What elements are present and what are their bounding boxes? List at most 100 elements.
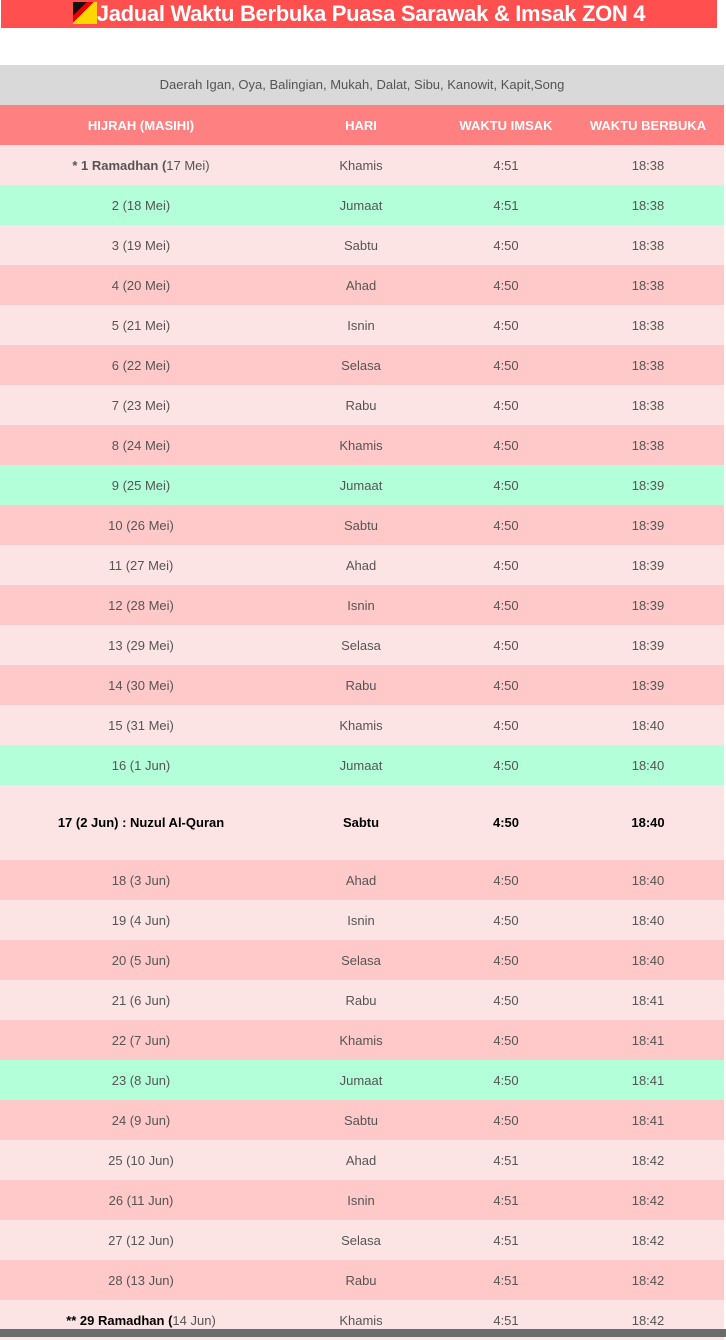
table-row: 17 (2 Jun) : Nuzul Al-Quran Sabtu 4:50 18:4… bbox=[0, 785, 724, 860]
hijrah-cell: 12 (28 Mei) bbox=[0, 585, 282, 625]
table-row: 14 (30 Mei) Rabu 4:50 18:39 bbox=[0, 665, 724, 705]
berbuka-cell: 18:40 bbox=[572, 705, 724, 745]
imsak-cell: 4:50 bbox=[440, 505, 572, 545]
title-text: Jadual Waktu Berbuka Puasa Sarawak & Ims… bbox=[96, 1, 646, 26]
hijrah-date: 28 (13 Jun) bbox=[108, 1272, 174, 1288]
hijrah-cell: 27 (12 Jun) bbox=[0, 1220, 282, 1260]
berbuka-cell: 18:38 bbox=[572, 265, 724, 305]
berbuka-cell: 18:39 bbox=[572, 585, 724, 625]
berbuka-cell: 18:39 bbox=[572, 665, 724, 705]
berbuka-cell: 18:40 bbox=[572, 940, 724, 980]
day-cell: Sabtu bbox=[282, 505, 440, 545]
hijrah-date: 26 (11 Jun) bbox=[108, 1192, 174, 1208]
day-cell: Rabu bbox=[282, 385, 440, 425]
hijrah-label: * 1 Ramadhan ( bbox=[72, 157, 167, 173]
day-cell: Sabtu bbox=[282, 1100, 440, 1140]
day-cell: Sabtu bbox=[282, 785, 440, 860]
hijrah-date: 14 Jun) bbox=[172, 1312, 216, 1328]
hijrah-date: 4 (20 Mei) bbox=[111, 277, 171, 293]
hijrah-date: 23 (8 Jun) bbox=[111, 1072, 171, 1088]
day-cell: Isnin bbox=[282, 585, 440, 625]
table-row: 24 (9 Jun) Sabtu 4:50 18:41 bbox=[0, 1100, 724, 1140]
hijrah-cell: 28 (13 Jun) bbox=[0, 1260, 282, 1300]
hijrah-date: 18 (3 Jun) bbox=[111, 872, 171, 888]
hijrah-cell: 14 (30 Mei) bbox=[0, 665, 282, 705]
hijrah-date: 25 (10 Jun) bbox=[108, 1152, 174, 1168]
table-row: 4 (20 Mei) Ahad 4:50 18:38 bbox=[0, 265, 724, 305]
berbuka-cell: 18:40 bbox=[572, 900, 724, 940]
table-row: 2 (18 Mei) Jumaat 4:51 18:38 bbox=[0, 185, 724, 225]
day-cell: Jumaat bbox=[282, 185, 440, 225]
hijrah-date: 11 (27 Mei) bbox=[108, 557, 174, 573]
berbuka-cell: 18:40 bbox=[572, 785, 724, 860]
hijrah-cell: * 1 Ramadhan (17 Mei) bbox=[0, 145, 282, 185]
table-row: 26 (11 Jun) Isnin 4:51 18:42 bbox=[0, 1180, 724, 1220]
hijrah-cell: 4 (20 Mei) bbox=[0, 265, 282, 305]
imsak-cell: 4:50 bbox=[440, 265, 572, 305]
hijrah-cell: 22 (7 Jun) bbox=[0, 1020, 282, 1060]
imsak-cell: 4:50 bbox=[440, 1060, 572, 1100]
berbuka-cell: 18:38 bbox=[572, 425, 724, 465]
table-row: 11 (27 Mei) Ahad 4:50 18:39 bbox=[0, 545, 724, 585]
berbuka-cell: 18:39 bbox=[572, 625, 724, 665]
table-row: 22 (7 Jun) Khamis 4:50 18:41 bbox=[0, 1020, 724, 1060]
berbuka-cell: 18:39 bbox=[572, 545, 724, 585]
imsak-cell: 4:50 bbox=[440, 665, 572, 705]
table-row: 25 (10 Jun) Ahad 4:51 18:42 bbox=[0, 1140, 724, 1180]
imsak-cell: 4:51 bbox=[440, 145, 572, 185]
hijrah-date: 3 (19 Mei) bbox=[111, 237, 171, 253]
berbuka-cell: 18:41 bbox=[572, 1100, 724, 1140]
day-cell: Khamis bbox=[282, 145, 440, 185]
table-row: 9 (25 Mei) Jumaat 4:50 18:39 bbox=[0, 465, 724, 505]
hijrah-cell: 17 (2 Jun) : Nuzul Al-Quran bbox=[0, 785, 282, 860]
berbuka-cell: 18:38 bbox=[572, 185, 724, 225]
table-row: 15 (31 Mei) Khamis 4:50 18:40 bbox=[0, 705, 724, 745]
hijrah-date: 14 (30 Mei) bbox=[108, 677, 174, 693]
berbuka-cell: 18:38 bbox=[572, 225, 724, 265]
hijrah-date: 16 (1 Jun) bbox=[111, 757, 171, 773]
page-title: Jadual Waktu Berbuka Puasa Sarawak & Ims… bbox=[1, 0, 717, 28]
hijrah-cell: 5 (21 Mei) bbox=[0, 305, 282, 345]
berbuka-cell: 18:38 bbox=[572, 345, 724, 385]
day-cell: Isnin bbox=[282, 305, 440, 345]
table-row: 7 (23 Mei) Rabu 4:50 18:38 bbox=[0, 385, 724, 425]
header-berbuka: WAKTU BERBUKA bbox=[572, 105, 724, 145]
table-row: 21 (6 Jun) Rabu 4:50 18:41 bbox=[0, 980, 724, 1020]
hijrah-cell: 7 (23 Mei) bbox=[0, 385, 282, 425]
day-cell: Ahad bbox=[282, 545, 440, 585]
hijrah-date: 27 (12 Jun) bbox=[108, 1232, 174, 1248]
day-cell: Isnin bbox=[282, 1180, 440, 1220]
imsak-cell: 4:50 bbox=[440, 625, 572, 665]
table-row: 10 (26 Mei) Sabtu 4:50 18:39 bbox=[0, 505, 724, 545]
district-bar: Daerah Igan, Oya, Balingian, Mukah, Dala… bbox=[0, 65, 724, 105]
imsak-cell: 4:50 bbox=[440, 860, 572, 900]
berbuka-cell: 18:38 bbox=[572, 145, 724, 185]
hijrah-cell: 6 (22 Mei) bbox=[0, 345, 282, 385]
imsak-cell: 4:50 bbox=[440, 585, 572, 625]
table-row: 23 (8 Jun) Jumaat 4:50 18:41 bbox=[0, 1060, 724, 1100]
berbuka-cell: 18:40 bbox=[572, 860, 724, 900]
day-cell: Khamis bbox=[282, 425, 440, 465]
hijrah-date: 17 (2 Jun) : Nuzul Al-Quran bbox=[57, 815, 225, 830]
sarawak-flag-icon bbox=[72, 2, 97, 24]
table-row: 18 (3 Jun) Ahad 4:50 18:40 bbox=[0, 860, 724, 900]
berbuka-cell: 18:38 bbox=[572, 385, 724, 425]
table-row: 20 (5 Jun) Selasa 4:50 18:40 bbox=[0, 940, 724, 980]
hijrah-cell: 24 (9 Jun) bbox=[0, 1100, 282, 1140]
table-row: 16 (1 Jun) Jumaat 4:50 18:40 bbox=[0, 745, 724, 785]
berbuka-cell: 18:42 bbox=[572, 1220, 724, 1260]
imsak-cell: 4:50 bbox=[440, 1100, 572, 1140]
imsak-cell: 4:51 bbox=[440, 1140, 572, 1180]
berbuka-cell: 18:42 bbox=[572, 1260, 724, 1300]
imsak-cell: 4:50 bbox=[440, 305, 572, 345]
hijrah-cell: 10 (26 Mei) bbox=[0, 505, 282, 545]
hijrah-cell: 23 (8 Jun) bbox=[0, 1060, 282, 1100]
hijrah-date: 13 (29 Mei) bbox=[108, 637, 174, 653]
bottom-bar bbox=[0, 1329, 726, 1337]
header-imsak: WAKTU IMSAK bbox=[440, 105, 572, 145]
berbuka-cell: 18:38 bbox=[572, 305, 724, 345]
table-row: 6 (22 Mei) Selasa 4:50 18:38 bbox=[0, 345, 724, 385]
berbuka-cell: 18:40 bbox=[572, 745, 724, 785]
table-row: * 1 Ramadhan (17 Mei) Khamis 4:51 18:38 bbox=[0, 145, 724, 185]
imsak-cell: 4:50 bbox=[440, 385, 572, 425]
